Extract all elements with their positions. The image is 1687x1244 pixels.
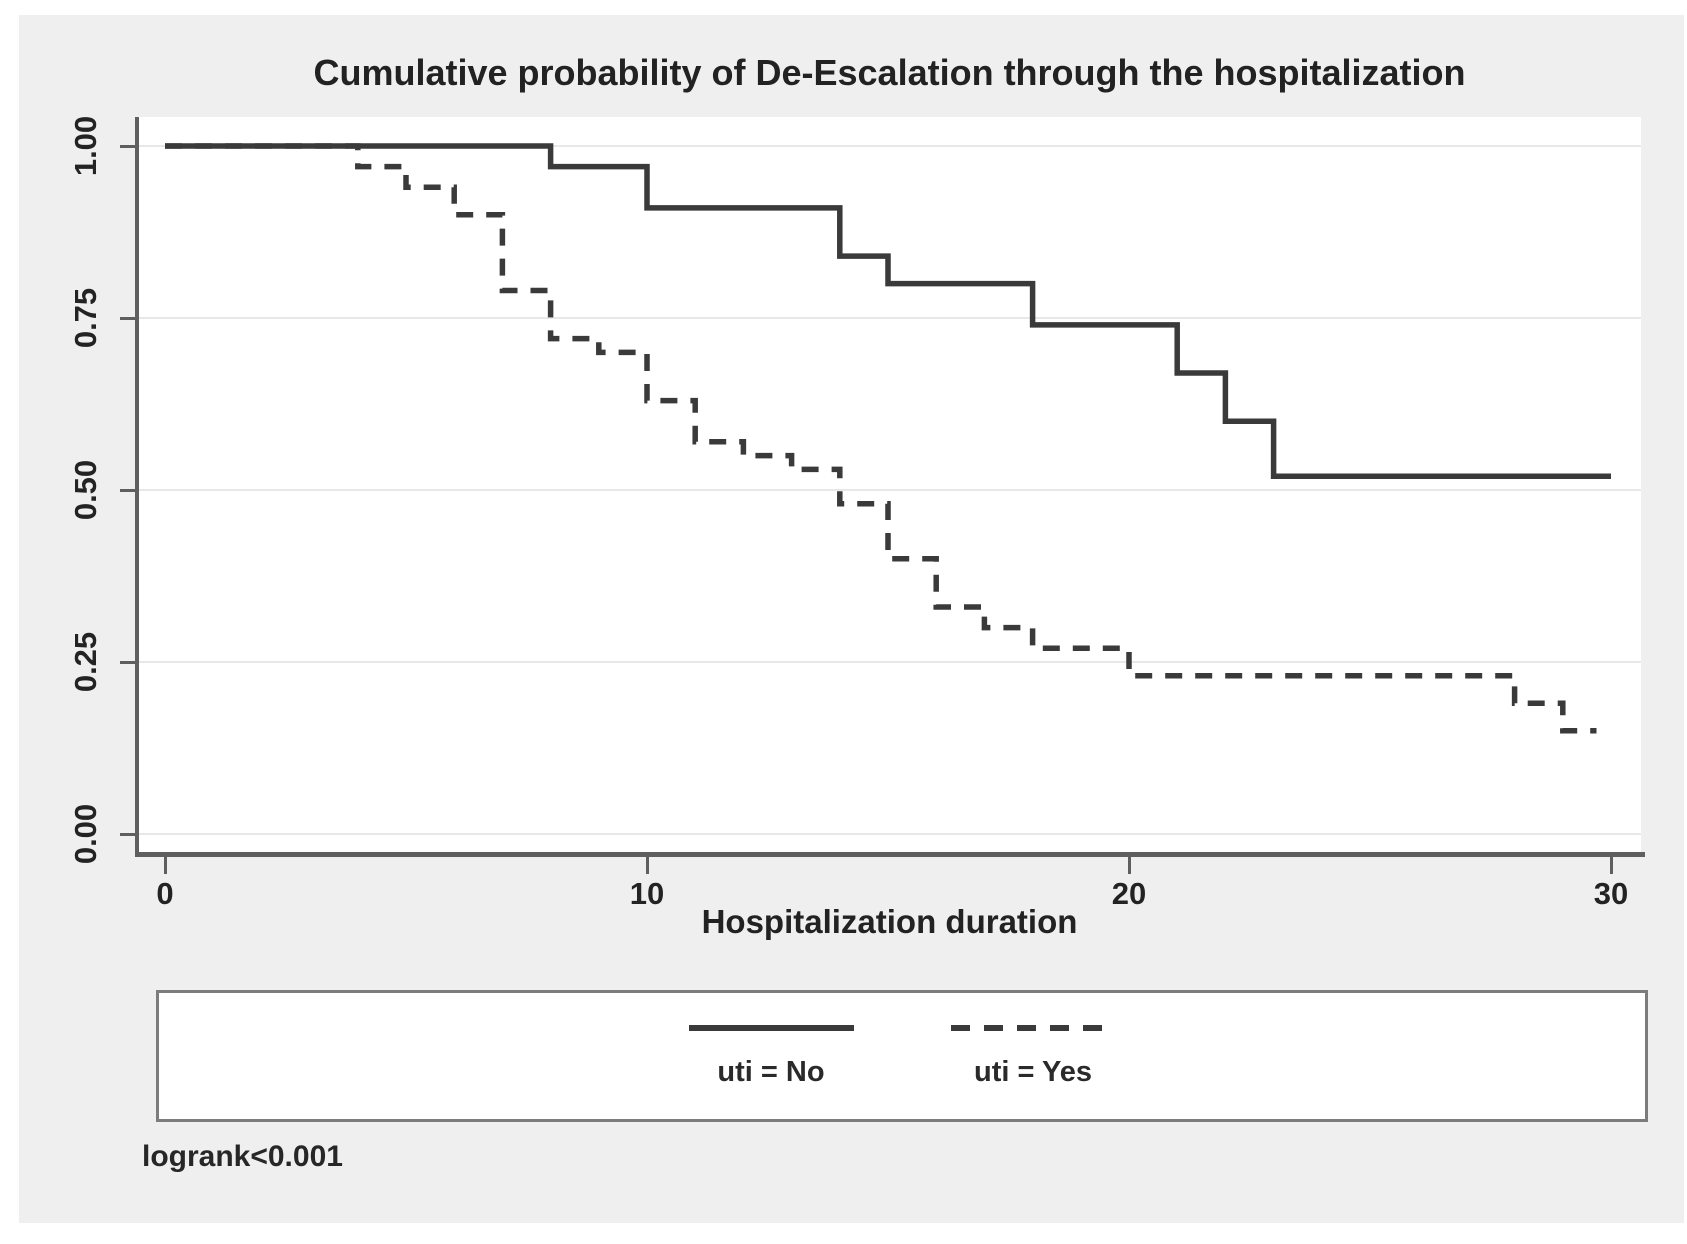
x-tick-mark	[163, 857, 167, 874]
x-axis-title: Hospitalization duration	[701, 903, 1078, 940]
survival-curves	[165, 143, 1611, 734]
legend-entry: uti = Yes	[933, 1024, 1133, 1089]
y-tick-mark	[120, 661, 136, 664]
x-tick-mark	[645, 857, 649, 874]
x-tick-label: 0	[156, 876, 174, 911]
y-tick-mark	[120, 489, 136, 492]
y-tick-mark	[120, 145, 136, 148]
x-tick-label: 10	[629, 876, 665, 911]
y-tick-label: 1.00	[68, 115, 103, 177]
gridline-y-0.50	[138, 489, 1641, 491]
curve-uti-yes	[165, 143, 1597, 734]
gridline-y-0.00	[138, 833, 1641, 835]
dashed-line-swatch	[950, 1024, 1116, 1031]
y-tick-label: 0.75	[68, 287, 103, 349]
gridline-y-0.75	[138, 317, 1641, 319]
solid-line-swatch	[688, 1024, 854, 1031]
curve-uti-no	[165, 143, 1611, 479]
legend-box: uti = No uti = Yes	[156, 990, 1648, 1122]
y-tick-mark	[120, 317, 136, 320]
legend-label: uti = Yes	[974, 1055, 1092, 1088]
chart-title: Cumulative probability of De-Escalation …	[313, 52, 1466, 93]
plot-area	[138, 117, 1641, 852]
y-tick-mark	[120, 833, 136, 836]
y-tick-label: 0.00	[68, 803, 103, 865]
legend-entry: uti = No	[671, 1024, 871, 1089]
gridline-y-0.25	[138, 661, 1641, 663]
x-tick-mark	[1609, 857, 1613, 874]
x-tick-label: 20	[1111, 876, 1147, 911]
y-tick-label: 0.50	[68, 459, 103, 521]
x-tick-label: 30	[1593, 876, 1629, 911]
x-axis-line	[135, 852, 1645, 857]
logrank-footnote: logrank<0.001	[142, 1140, 343, 1173]
y-axis-line	[135, 117, 139, 857]
legend-label: uti = No	[717, 1055, 825, 1088]
y-tick-label: 0.25	[68, 631, 103, 693]
gridline-y-1.00	[138, 145, 1641, 147]
x-tick-mark	[1127, 857, 1131, 874]
